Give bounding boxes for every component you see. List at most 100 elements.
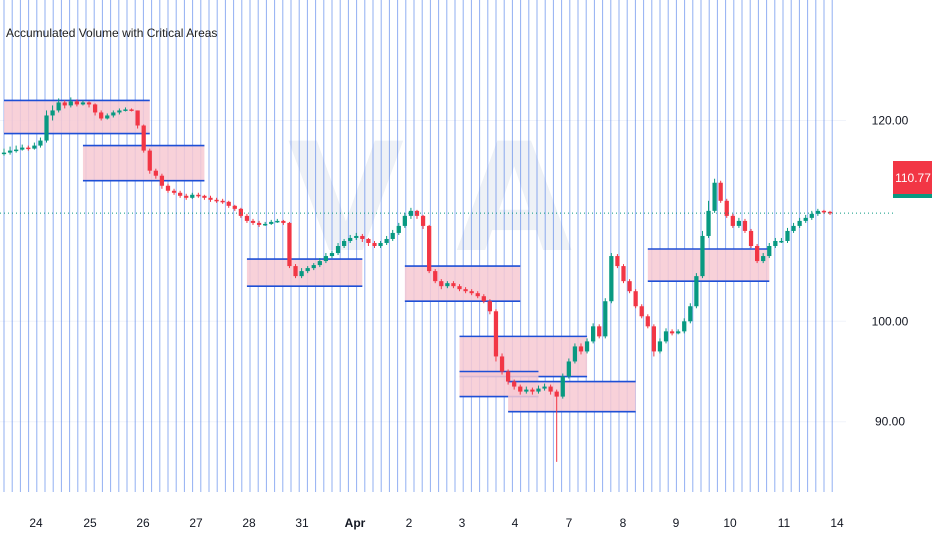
- candle-body: [621, 266, 626, 282]
- candle-body: [439, 281, 444, 287]
- candle-body: [123, 109, 128, 111]
- y-axis-tick-label: 120.00: [872, 113, 909, 127]
- candle-body: [202, 195, 207, 198]
- candle-body: [196, 194, 201, 197]
- candle-body: [323, 256, 329, 262]
- candle-body: [214, 199, 219, 202]
- x-axis-tick-label: 26: [136, 516, 150, 530]
- candle-body: [584, 341, 590, 352]
- candle-body: [633, 291, 638, 307]
- candle-body: [263, 223, 268, 226]
- candle-body: [530, 389, 535, 392]
- candle-body: [269, 221, 274, 224]
- candle-body: [299, 271, 304, 277]
- candle-body: [402, 215, 407, 226]
- candle-body: [275, 220, 280, 223]
- candle-body: [427, 225, 432, 272]
- candle-body: [250, 220, 256, 223]
- candle-body: [50, 110, 55, 116]
- x-axis-tick-label: 8: [620, 516, 627, 530]
- x-axis-tick-label: 9: [673, 516, 680, 530]
- candle-body: [712, 182, 717, 211]
- candle-body: [390, 232, 395, 239]
- candle-body: [730, 215, 735, 226]
- candle-body: [165, 185, 171, 191]
- candle-body: [178, 192, 183, 196]
- candle-body: [348, 237, 353, 241]
- candle-body: [682, 321, 687, 332]
- candle-body: [542, 386, 547, 389]
- candle-body: [99, 112, 104, 119]
- candle-body: [469, 291, 474, 294]
- candle-body: [20, 147, 25, 150]
- candle-body: [354, 235, 359, 238]
- candle-body: [651, 326, 656, 352]
- candle-body: [14, 149, 19, 152]
- x-axis-tick-label: 3: [459, 516, 466, 530]
- candle-body: [335, 246, 341, 254]
- critical-zone: [508, 381, 636, 412]
- x-axis-tick-label: 25: [83, 516, 97, 530]
- candle-body: [147, 150, 152, 171]
- candle-body: [56, 102, 61, 111]
- candle-body: [669, 331, 675, 334]
- x-axis-tick-label: 4: [512, 516, 519, 530]
- candle-body: [524, 389, 529, 392]
- candle-body: [639, 306, 644, 317]
- candle-body: [603, 301, 608, 337]
- candle-body: [518, 386, 523, 392]
- candle-body: [159, 175, 165, 186]
- candle-body: [700, 235, 705, 277]
- candle-body: [487, 301, 493, 312]
- candle-body: [451, 283, 456, 287]
- candle-body: [117, 110, 122, 113]
- x-axis-tick-label: Apr: [345, 516, 366, 530]
- candle-body: [232, 205, 237, 209]
- candle-body: [815, 210, 820, 214]
- candle-body: [38, 140, 43, 146]
- candle-body: [767, 246, 772, 257]
- candle-body: [566, 361, 571, 377]
- x-axis-tick-label: 2: [406, 516, 413, 530]
- candle-body: [80, 102, 86, 105]
- candle-body: [773, 240, 778, 246]
- candle-body: [554, 391, 559, 397]
- candle-body: [7, 150, 13, 153]
- candle-body: [305, 268, 310, 272]
- candle-body: [184, 195, 189, 198]
- candle-body: [68, 101, 73, 106]
- candle-body: [505, 371, 511, 382]
- candle-body: [208, 197, 213, 200]
- y-axis-tick-label: 90.00: [875, 415, 905, 429]
- y-axis-tick-label: 100.00: [872, 314, 909, 328]
- candle-body: [220, 200, 225, 203]
- x-axis-tick-label: 31: [295, 516, 309, 530]
- candle-body: [560, 376, 565, 397]
- candle-body: [32, 145, 37, 149]
- candle-body: [481, 296, 486, 302]
- indicator-title: Accumulated Volume with Critical Areas: [6, 26, 218, 40]
- candle-body: [536, 388, 541, 392]
- x-axis-tick-label: 14: [830, 516, 844, 530]
- candle-body: [779, 240, 784, 243]
- x-axis-tick-label: 10: [723, 516, 737, 530]
- candle-body: [754, 246, 760, 262]
- candle-body: [341, 240, 347, 246]
- candle-body: [821, 210, 827, 213]
- candle-body: [293, 266, 298, 277]
- candle-body: [366, 238, 371, 243]
- candle-body: [463, 289, 468, 292]
- candle-body: [548, 386, 553, 392]
- candle-body: [597, 326, 602, 337]
- candle-body: [748, 230, 754, 246]
- critical-zone: [246, 259, 363, 287]
- candle-body: [329, 253, 335, 257]
- candle-body: [26, 147, 31, 150]
- candle-body: [694, 276, 699, 307]
- candle-body: [809, 213, 814, 218]
- candle-body: [153, 170, 158, 176]
- candle-body: [827, 211, 833, 214]
- x-axis-tick-label: 11: [778, 516, 791, 530]
- candle-body: [572, 346, 578, 362]
